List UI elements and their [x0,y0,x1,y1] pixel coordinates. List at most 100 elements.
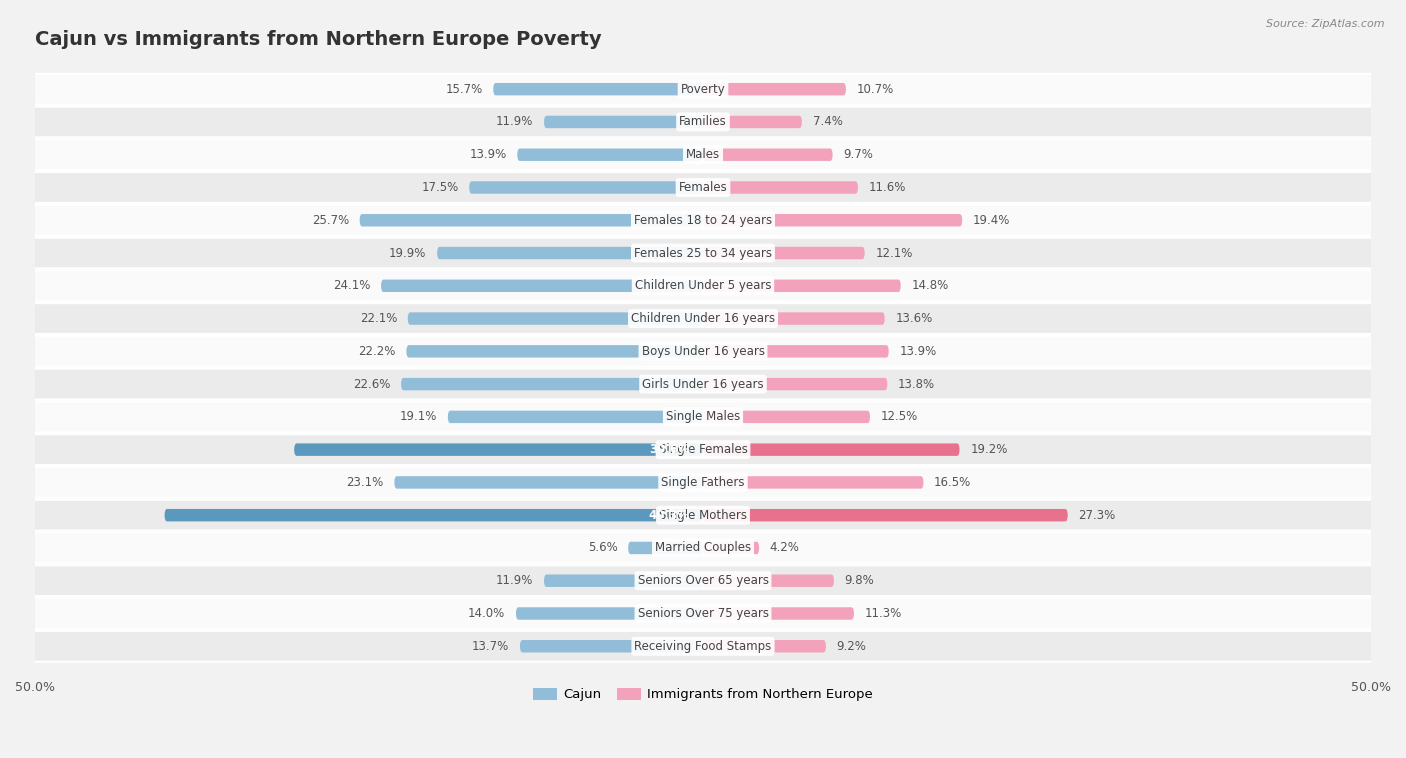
FancyBboxPatch shape [703,411,870,423]
FancyBboxPatch shape [703,509,1067,522]
Text: Single Males: Single Males [666,410,740,424]
FancyBboxPatch shape [8,205,1398,236]
Text: 22.2%: 22.2% [359,345,395,358]
Text: 13.9%: 13.9% [900,345,936,358]
FancyBboxPatch shape [520,640,703,653]
Text: 17.5%: 17.5% [422,181,458,194]
Text: 13.8%: 13.8% [898,377,935,390]
FancyBboxPatch shape [8,500,1398,531]
FancyBboxPatch shape [703,640,825,653]
Text: 5.6%: 5.6% [588,541,617,554]
Text: 4.2%: 4.2% [770,541,800,554]
Text: Seniors Over 75 years: Seniors Over 75 years [637,607,769,620]
FancyBboxPatch shape [8,533,1398,563]
Text: 30.6%: 30.6% [648,443,689,456]
FancyBboxPatch shape [517,149,703,161]
Text: 11.3%: 11.3% [865,607,901,620]
Text: Single Mothers: Single Mothers [659,509,747,522]
Text: Source: ZipAtlas.com: Source: ZipAtlas.com [1267,19,1385,29]
Text: 9.2%: 9.2% [837,640,866,653]
FancyBboxPatch shape [703,542,759,554]
Text: Boys Under 16 years: Boys Under 16 years [641,345,765,358]
FancyBboxPatch shape [294,443,703,456]
FancyBboxPatch shape [437,247,703,259]
Text: 9.8%: 9.8% [845,575,875,587]
FancyBboxPatch shape [8,598,1398,629]
Text: Females 25 to 34 years: Females 25 to 34 years [634,246,772,259]
FancyBboxPatch shape [401,378,703,390]
FancyBboxPatch shape [8,172,1398,203]
Text: 12.5%: 12.5% [880,410,918,424]
FancyBboxPatch shape [544,575,703,587]
Text: Children Under 5 years: Children Under 5 years [634,279,772,293]
Text: 22.1%: 22.1% [360,312,396,325]
Text: Receiving Food Stamps: Receiving Food Stamps [634,640,772,653]
Text: Girls Under 16 years: Girls Under 16 years [643,377,763,390]
Text: Males: Males [686,149,720,161]
Text: Poverty: Poverty [681,83,725,96]
FancyBboxPatch shape [470,181,703,194]
Text: 25.7%: 25.7% [312,214,349,227]
Text: 7.4%: 7.4% [813,115,842,128]
Text: 19.2%: 19.2% [970,443,1008,456]
Text: 10.7%: 10.7% [856,83,894,96]
FancyBboxPatch shape [8,139,1398,170]
Text: 19.9%: 19.9% [389,246,426,259]
FancyBboxPatch shape [703,476,924,489]
FancyBboxPatch shape [8,237,1398,268]
Text: 11.9%: 11.9% [496,115,533,128]
FancyBboxPatch shape [395,476,703,489]
Text: 19.1%: 19.1% [399,410,437,424]
Text: 15.7%: 15.7% [446,83,482,96]
Text: Single Females: Single Females [658,443,748,456]
Text: 23.1%: 23.1% [346,476,384,489]
FancyBboxPatch shape [703,575,834,587]
FancyBboxPatch shape [8,565,1398,596]
FancyBboxPatch shape [703,83,846,96]
Text: Single Fathers: Single Fathers [661,476,745,489]
FancyBboxPatch shape [406,345,703,358]
FancyBboxPatch shape [8,467,1398,498]
Text: 11.9%: 11.9% [496,575,533,587]
FancyBboxPatch shape [165,509,703,522]
FancyBboxPatch shape [8,434,1398,465]
FancyBboxPatch shape [703,181,858,194]
FancyBboxPatch shape [544,116,703,128]
Text: 24.1%: 24.1% [333,279,370,293]
Text: 16.5%: 16.5% [934,476,972,489]
FancyBboxPatch shape [494,83,703,96]
Text: 12.1%: 12.1% [876,246,912,259]
FancyBboxPatch shape [516,607,703,620]
Text: 27.3%: 27.3% [1078,509,1116,522]
Text: 9.7%: 9.7% [844,149,873,161]
FancyBboxPatch shape [8,336,1398,367]
FancyBboxPatch shape [449,411,703,423]
FancyBboxPatch shape [8,402,1398,432]
FancyBboxPatch shape [703,247,865,259]
FancyBboxPatch shape [8,74,1398,105]
FancyBboxPatch shape [703,116,801,128]
FancyBboxPatch shape [381,280,703,292]
Text: 13.9%: 13.9% [470,149,506,161]
Text: 22.6%: 22.6% [353,377,391,390]
FancyBboxPatch shape [8,368,1398,399]
Text: Families: Families [679,115,727,128]
FancyBboxPatch shape [703,312,884,324]
FancyBboxPatch shape [703,345,889,358]
FancyBboxPatch shape [628,542,703,554]
FancyBboxPatch shape [703,443,959,456]
Text: Cajun vs Immigrants from Northern Europe Poverty: Cajun vs Immigrants from Northern Europe… [35,30,602,49]
FancyBboxPatch shape [703,280,901,292]
FancyBboxPatch shape [8,107,1398,137]
Text: 14.8%: 14.8% [911,279,949,293]
Text: 14.0%: 14.0% [468,607,505,620]
FancyBboxPatch shape [8,303,1398,334]
FancyBboxPatch shape [8,631,1398,662]
Text: Married Couples: Married Couples [655,541,751,554]
FancyBboxPatch shape [703,607,853,620]
FancyBboxPatch shape [703,149,832,161]
Text: Females 18 to 24 years: Females 18 to 24 years [634,214,772,227]
FancyBboxPatch shape [408,312,703,324]
Text: 13.6%: 13.6% [896,312,932,325]
Text: Seniors Over 65 years: Seniors Over 65 years [637,575,769,587]
